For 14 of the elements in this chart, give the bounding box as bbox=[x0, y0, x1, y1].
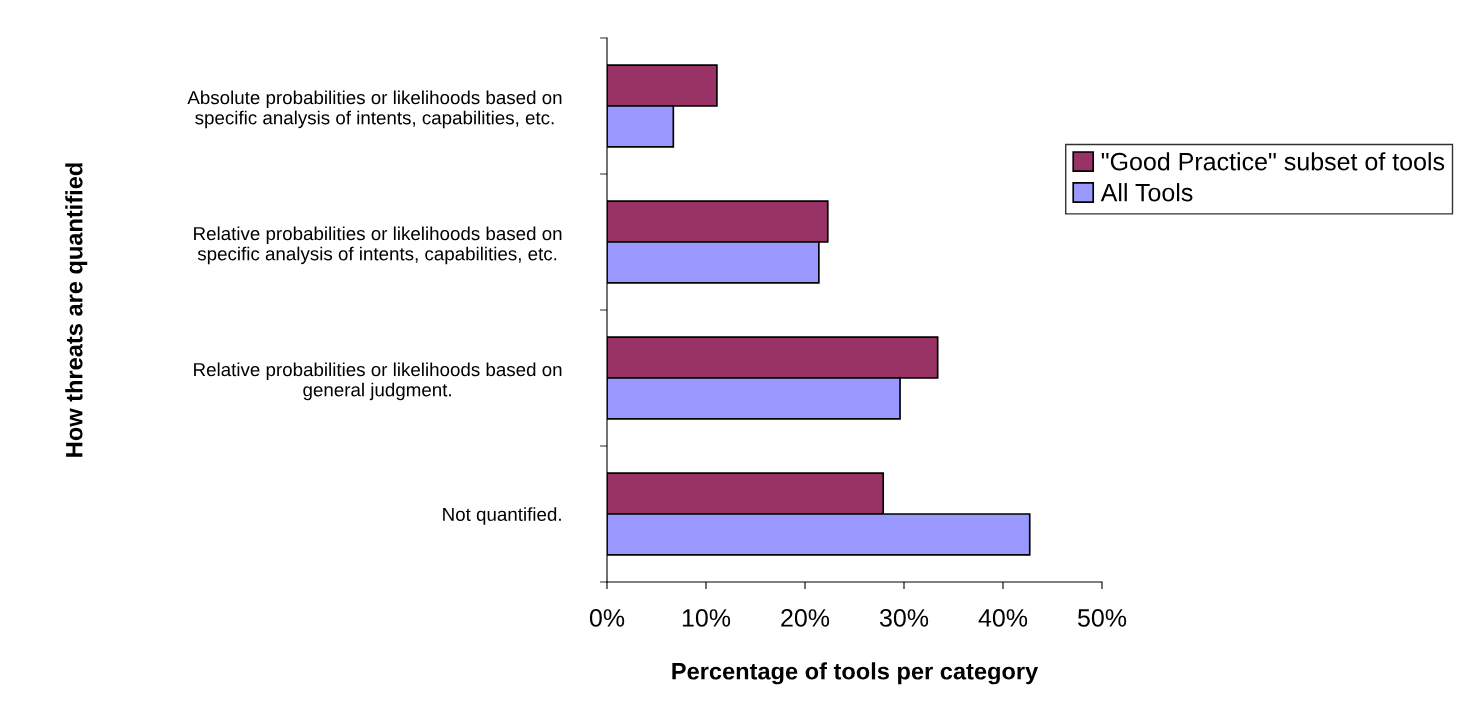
x-tick-label: 50% bbox=[1077, 609, 1127, 627]
x-axis-title: Percentage of tools per category bbox=[672, 662, 1039, 685]
x-tick-label: 10% bbox=[682, 609, 731, 627]
x-tick-label: 30% bbox=[879, 609, 929, 627]
y-axis-title: How threats are quantified bbox=[65, 163, 88, 457]
y-tick-label: Not quantified. bbox=[443, 507, 561, 525]
y-tick-label: Absolute probabilities or likelihoods based on specific analysis of intents, capabilities, etc. bbox=[187, 90, 562, 129]
y-tick-label: Relative probabilities or likelihoods based on specific analysis of intents, capabilities, etc. bbox=[194, 226, 562, 265]
legend-label: All Tools bbox=[1100, 183, 1193, 202]
x-tick-label: 0% bbox=[589, 609, 625, 627]
y-tick-label: Relative probabilities or likelihoods based on general judgment. bbox=[194, 362, 562, 401]
x-tick-label: 40% bbox=[978, 609, 1028, 627]
legend-label: "Good Practice" subset of tools bbox=[1101, 152, 1445, 171]
x-tick-label: 20% bbox=[781, 609, 830, 627]
